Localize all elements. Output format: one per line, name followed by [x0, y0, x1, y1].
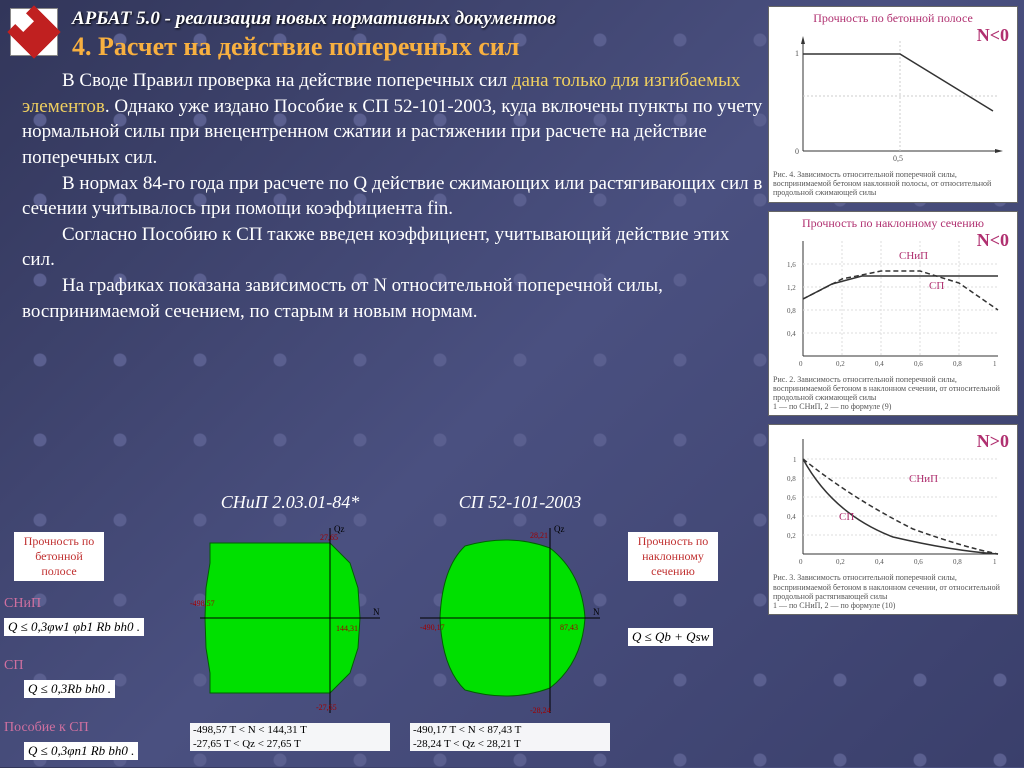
panel2-n-label: N<0	[977, 230, 1009, 251]
svg-text:27,65: 27,65	[320, 533, 338, 542]
panel2-title: Прочность по наклонному сечению	[773, 216, 1013, 231]
lbl-inclined: Прочность по наклонному сечению	[628, 532, 718, 581]
panel-concrete-strip: Прочность по бетонной полосе N<0 0 0,5 1…	[768, 6, 1018, 203]
panel1-caption: Рис. 4. Зависимость относительной попере…	[773, 170, 1013, 198]
label-snip: СНиП	[4, 596, 184, 612]
panel2-chart: 0 0,2 0,4 0,6 0,8 1 0,4 0,8 1,2 1,6	[773, 231, 1013, 371]
svg-text:87,43: 87,43	[560, 623, 578, 632]
svg-text:0,4: 0,4	[875, 360, 884, 368]
svg-text:0,6: 0,6	[914, 360, 923, 368]
svg-text:Qz: Qz	[554, 524, 565, 534]
svg-text:0,2: 0,2	[836, 360, 845, 368]
panel-inclined-neg: Прочность по наклонному сечению N<0 СНиП…	[768, 211, 1018, 417]
svg-text:-490,17: -490,17	[420, 623, 445, 632]
svg-text:N: N	[373, 607, 380, 617]
panel1-chart: 0 0,5 1	[773, 26, 1013, 166]
svg-text:-498,57: -498,57	[190, 599, 215, 608]
svg-text:0,8: 0,8	[787, 307, 796, 315]
panel2-snip-label: СНиП	[899, 250, 928, 262]
svg-text:N: N	[593, 607, 600, 617]
panel3-n-label: N>0	[977, 431, 1009, 452]
svg-text:1: 1	[793, 456, 797, 464]
fig1: N Qz -498,57 144,31 27,65 -27,65 -498,57…	[190, 518, 390, 751]
svg-text:1: 1	[993, 360, 997, 368]
svg-text:-28,24: -28,24	[530, 706, 551, 715]
fig1-footer2: -27,65 T < Qz < 27,65 T	[190, 737, 390, 751]
p1b: . Однако уже издано Пособие к СП 52-101-…	[22, 96, 762, 168]
para-1: В Своде Правил проверка на действие попе…	[22, 68, 764, 171]
formula-qb-box: Q ≤ Qb + Qsw	[628, 628, 713, 646]
svg-text:1: 1	[795, 49, 799, 58]
svg-text:0,4: 0,4	[787, 330, 796, 338]
formula-snip: Q ≤ 0,3φw1 φb1 Rb bh0 .	[4, 618, 144, 636]
para-2: В нормах 84-го года при расчете по Q дей…	[22, 171, 764, 222]
formula-sp: Q ≤ 0,3Rb bh0 .	[24, 680, 115, 698]
fig2-footer1: -490,17 T < N < 87,43 T	[410, 723, 610, 737]
formula-manual: Q ≤ 0,3φn1 Rb bh0 .	[24, 742, 138, 760]
panel2-sp-label: СП	[929, 280, 944, 292]
fig1-svg: N Qz -498,57 144,31 27,65 -27,65	[190, 518, 390, 718]
svg-text:0: 0	[799, 360, 803, 368]
label-manual: Пособие к СП	[4, 720, 184, 736]
svg-text:28,21: 28,21	[530, 531, 548, 540]
left-formula-stack: СНиП Q ≤ 0,3φw1 φb1 Rb bh0 . СП Q ≤ 0,3R…	[4, 530, 184, 766]
svg-text:0,8: 0,8	[787, 475, 796, 483]
panel1-n-label: N<0	[977, 25, 1009, 46]
svg-text:0: 0	[795, 147, 799, 156]
fig2-footer2: -28,24 T < Qz < 28,21 T	[410, 737, 610, 751]
fig1-footer1: -498,57 T < N < 144,31 T	[190, 723, 390, 737]
fig2-svg: N Qz -490,17 87,43 28,21 -28,24	[410, 518, 610, 718]
svg-text:0,8: 0,8	[953, 360, 962, 368]
svg-text:1,2: 1,2	[787, 284, 796, 292]
para-3: Согласно Пособию к СП также введен коэфф…	[22, 222, 764, 273]
svg-text:144,31: 144,31	[336, 624, 358, 633]
svg-text:0,6: 0,6	[787, 494, 796, 502]
panel3-snip-label: СНиП	[909, 473, 938, 485]
fig2: N Qz -490,17 87,43 28,21 -28,24 -490,17 …	[410, 518, 610, 751]
para-4: На графиках показана зависимость от N от…	[22, 273, 764, 324]
svg-text:0,5: 0,5	[893, 154, 903, 163]
label-sp: СП	[4, 658, 184, 674]
panel1-title: Прочность по бетонной полосе	[773, 11, 1013, 26]
label-inclined: Прочность по наклонному сечению	[628, 532, 718, 581]
svg-text:-27,65: -27,65	[316, 703, 337, 712]
fig2-title: СП 52-101-2003	[420, 492, 620, 513]
svg-text:1,6: 1,6	[787, 261, 796, 269]
logo	[10, 8, 58, 56]
p1a: В Своде Правил проверка на действие попе…	[62, 70, 512, 91]
panel2-caption: Рис. 2. Зависимость относительной попере…	[773, 375, 1013, 412]
formula-qb: Q ≤ Qb + Qsw	[628, 628, 713, 646]
fig1-title: СНиП 2.03.01-84*	[190, 492, 390, 513]
